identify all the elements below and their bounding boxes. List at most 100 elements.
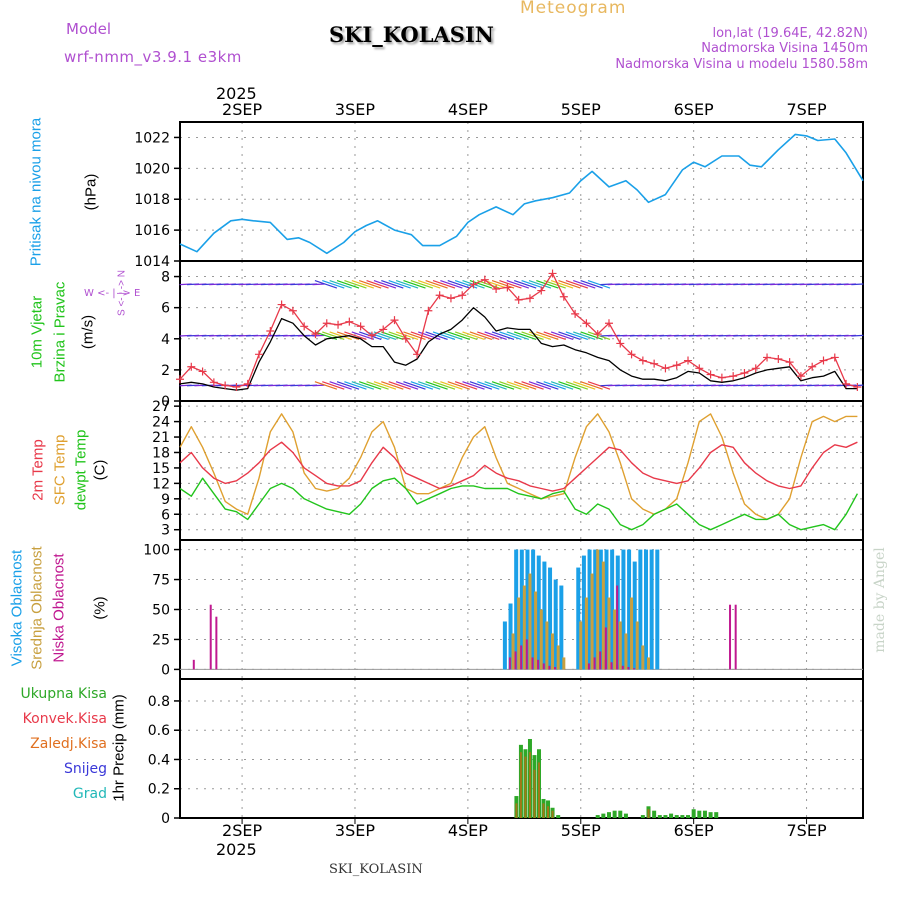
station-title: SKI_KOLASIN bbox=[329, 22, 494, 47]
precip-total-bar bbox=[702, 810, 707, 818]
temp-tick-label: 18 bbox=[152, 445, 170, 461]
wind-arrow bbox=[314, 279, 338, 289]
wind-max-marker bbox=[209, 378, 218, 387]
wind-max-marker bbox=[492, 285, 501, 293]
day-label-bottom: 5SEP bbox=[561, 821, 601, 840]
wind-max-marker bbox=[604, 319, 613, 328]
precip-total-bar bbox=[674, 815, 679, 818]
wind-arrow bbox=[580, 381, 603, 390]
legend-hail: Grad bbox=[72, 786, 107, 802]
cloud-bar-visoka-oblacnost bbox=[593, 549, 598, 670]
top-year: 2025 bbox=[216, 84, 257, 103]
cloud-bar-srednja-oblacnost bbox=[556, 645, 560, 670]
wind-max-marker bbox=[379, 325, 388, 334]
precip-total-bar bbox=[686, 815, 691, 818]
precip-total-bar bbox=[669, 813, 674, 818]
wind-arrow bbox=[536, 279, 559, 289]
cloud-bar-visoka-oblacnost bbox=[502, 621, 507, 670]
cloud-bar-visoka-oblacnost bbox=[604, 549, 609, 670]
wind-max-marker bbox=[243, 379, 252, 388]
wind-arrow bbox=[312, 384, 325, 387]
wind-max-marker bbox=[514, 295, 523, 304]
cloud-bar-visoka-oblacnost bbox=[525, 549, 530, 670]
temp-tick-label: 24 bbox=[152, 415, 170, 431]
cloud-bar-srednja-oblacnost bbox=[607, 597, 611, 670]
cloud-bar-visoka-oblacnost bbox=[559, 585, 564, 670]
wind-max-marker bbox=[616, 339, 625, 348]
wind-mean-line bbox=[179, 307, 858, 391]
wind-arrow bbox=[410, 381, 434, 390]
cloud-bar-srednja-oblacnost bbox=[511, 633, 515, 670]
wind-max-marker bbox=[221, 381, 230, 390]
cloud-bar-niska-oblacnost bbox=[209, 604, 212, 670]
wind-arrow bbox=[432, 279, 456, 289]
wind-arrow bbox=[403, 381, 426, 390]
precip-total-bar bbox=[691, 809, 696, 818]
wind-arrow bbox=[395, 279, 419, 289]
cloud-bar-niska-oblacnost bbox=[508, 657, 511, 670]
day-label-bottom: 2SEP bbox=[222, 821, 262, 840]
precip-convective-bar bbox=[537, 762, 540, 818]
wind-arrow bbox=[312, 283, 325, 286]
cloud-bar-niska-oblacnost bbox=[531, 657, 534, 670]
wind-arrow bbox=[322, 279, 345, 289]
precip-total-bar bbox=[640, 815, 645, 818]
wind-arrow bbox=[425, 279, 448, 289]
wind-arrow bbox=[344, 331, 367, 341]
pressure-line bbox=[179, 133, 864, 255]
cloud-bar-srednja-oblacnost bbox=[522, 585, 526, 670]
pressure-tick-label: 1020 bbox=[134, 161, 170, 177]
temp-tick-label: 6 bbox=[161, 507, 170, 523]
cloud-bar-srednja-oblacnost bbox=[641, 645, 645, 670]
cloud-tick-label: 0 bbox=[161, 662, 170, 678]
wind-arrow bbox=[344, 279, 367, 289]
wind-arrow bbox=[336, 279, 360, 289]
precip-convective-bar bbox=[533, 769, 536, 818]
wind-arrow bbox=[506, 279, 530, 289]
lonlat: lon,lat (19.64E, 42.82N) bbox=[712, 26, 868, 41]
wind-arrow bbox=[373, 279, 397, 289]
wind-arrow bbox=[521, 381, 544, 390]
wind-max-marker bbox=[763, 353, 772, 362]
wind-arrow bbox=[477, 331, 500, 341]
wind-max-marker bbox=[367, 331, 376, 340]
cloud-bar-niska-oblacnost bbox=[616, 585, 619, 670]
cloud-bar-visoka-oblacnost bbox=[655, 549, 660, 670]
wind-max-marker bbox=[638, 356, 647, 365]
cloud-bar-visoka-oblacnost bbox=[627, 549, 632, 670]
wind-arrow bbox=[528, 381, 552, 390]
precip-convective-bar bbox=[515, 803, 518, 818]
wind-arrow bbox=[558, 331, 581, 341]
wind-arrow bbox=[418, 331, 441, 341]
cloud-bar-visoka-oblacnost bbox=[587, 549, 592, 670]
wind-arrow bbox=[447, 279, 470, 289]
wind-max-marker bbox=[582, 319, 591, 328]
cloud-bar-niska-oblacnost bbox=[554, 667, 557, 670]
wind-arrow bbox=[558, 381, 581, 390]
wind-arrow bbox=[418, 279, 441, 289]
legend-total-rain: Ukupna Kisa bbox=[20, 686, 107, 702]
legend-snow: Snijeg bbox=[63, 761, 107, 777]
wind-arrow bbox=[573, 331, 596, 341]
wind-arrow bbox=[366, 331, 389, 341]
precip-tick-label: 0.4 bbox=[148, 752, 170, 768]
wind-max-marker bbox=[808, 362, 817, 371]
wind-arrow bbox=[550, 381, 574, 390]
wind-arrow bbox=[499, 381, 522, 390]
wind-arrow bbox=[558, 279, 581, 289]
cloud-bar-visoka-oblacnost bbox=[531, 549, 536, 670]
cloud-bar-niska-oblacnost bbox=[542, 663, 545, 670]
cloud-bar-niska-oblacnost bbox=[633, 668, 636, 670]
wind-arrow bbox=[499, 331, 522, 341]
precip-total-bar bbox=[606, 812, 611, 818]
precip-total-bar bbox=[601, 813, 606, 818]
wind-arrow bbox=[440, 381, 463, 390]
wind-arrow bbox=[388, 279, 411, 289]
wind-arrow bbox=[395, 331, 419, 341]
elevation: Nadmorska Visina 1450m bbox=[701, 41, 868, 56]
wind-arrow bbox=[432, 331, 456, 341]
wind-arrow bbox=[462, 331, 485, 341]
wind-arrow bbox=[851, 283, 864, 286]
cloud-bar-niska-oblacnost bbox=[548, 665, 551, 670]
cloud-bar-visoka-oblacnost bbox=[514, 549, 519, 670]
